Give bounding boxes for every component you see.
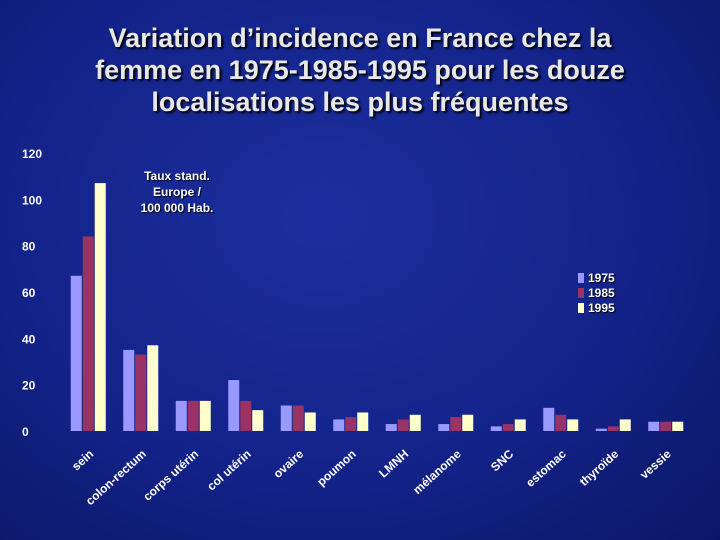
legend-label-1975: 1975 <box>588 270 615 285</box>
bar-1985-9 <box>555 414 567 431</box>
bar-1995-7 <box>462 414 474 431</box>
unit-line-2: Europe / <box>152 185 201 199</box>
bar-1995-9 <box>567 419 579 431</box>
bar-1985-10 <box>607 426 619 431</box>
bar-1975-3 <box>228 380 240 431</box>
bar-1975-2 <box>175 400 187 431</box>
bar-1985-11 <box>660 421 672 431</box>
bar-1975-10 <box>595 428 607 431</box>
legend-label-1995: 1995 <box>588 300 615 315</box>
title-line-1: Variation d’incidence en France chez la <box>108 23 612 53</box>
bar-1985-4 <box>292 405 304 431</box>
y-tick-label: 60 <box>22 286 36 300</box>
x-category-label: SNC <box>488 447 516 475</box>
title-line-3: localisations les plus fréquentes <box>151 87 569 117</box>
y-tick-label: 40 <box>22 332 36 346</box>
bar-1975-6 <box>385 424 397 431</box>
bar-1985-7 <box>450 417 462 431</box>
bar-1985-6 <box>397 419 409 431</box>
bar-1985-3 <box>240 400 252 431</box>
y-tick-label: 0 <box>22 425 29 439</box>
x-category-label: sein <box>69 447 96 473</box>
x-category-label: col utérin <box>204 447 254 494</box>
slide-title: Variation d’incidence en France chez la … <box>40 22 680 118</box>
bar-1995-0 <box>94 183 106 431</box>
chart-legend: 1975 1985 1995 <box>578 271 615 316</box>
y-tick-label: 20 <box>22 379 36 393</box>
bar-1975-5 <box>333 419 345 431</box>
bar-1985-5 <box>345 417 357 431</box>
bar-1975-9 <box>543 407 555 431</box>
bar-1985-2 <box>187 400 199 431</box>
x-category-label: mélanome <box>410 447 464 497</box>
legend-swatch-1985 <box>578 287 584 298</box>
legend-label-1985: 1985 <box>588 285 615 300</box>
y-tick-label: 100 <box>22 193 42 207</box>
unit-line-1: Taux stand. <box>144 169 210 183</box>
y-tick-label: 80 <box>22 240 36 254</box>
bar-1995-10 <box>619 419 631 431</box>
legend-item-1975: 1975 <box>578 270 615 285</box>
unit-line-3: 100 000 Hab. <box>140 201 214 215</box>
bar-1995-4 <box>304 412 316 431</box>
y-tick-label: 120 <box>22 147 42 161</box>
bar-1995-2 <box>199 400 211 431</box>
x-category-label: LMNH <box>376 447 411 481</box>
x-category-label: corps utérin <box>140 447 201 504</box>
legend-item-1995: 1995 <box>578 300 615 315</box>
legend-item-1985: 1985 <box>578 285 615 300</box>
bar-1995-5 <box>357 412 369 431</box>
bar-1995-6 <box>409 414 421 431</box>
legend-swatch-1975 <box>578 272 584 283</box>
x-category-label: vessie <box>637 447 674 482</box>
x-category-label: estomac <box>523 447 569 490</box>
bar-1985-1 <box>135 354 147 431</box>
y-axis-unit-label: Taux stand. Europe / 100 000 Hab. <box>118 168 236 216</box>
bar-1985-8 <box>502 424 514 431</box>
bar-1975-11 <box>648 421 660 431</box>
x-category-label: thyroïde <box>577 447 622 489</box>
bar-1975-7 <box>438 424 450 431</box>
bar-1975-4 <box>280 405 292 431</box>
bar-1985-0 <box>82 236 94 431</box>
x-category-label: ovaire <box>271 447 307 481</box>
bar-1995-1 <box>147 345 159 431</box>
x-category-label: poumon <box>314 447 359 489</box>
title-line-2: femme en 1975-1985-1995 pour les douze <box>95 55 625 85</box>
bar-1975-8 <box>490 426 502 431</box>
bar-1975-0 <box>70 275 82 431</box>
bar-1995-8 <box>514 419 526 431</box>
legend-swatch-1995 <box>578 302 584 313</box>
bar-1995-3 <box>252 410 264 431</box>
bar-1975-1 <box>123 349 135 431</box>
bar-1995-11 <box>672 421 684 431</box>
